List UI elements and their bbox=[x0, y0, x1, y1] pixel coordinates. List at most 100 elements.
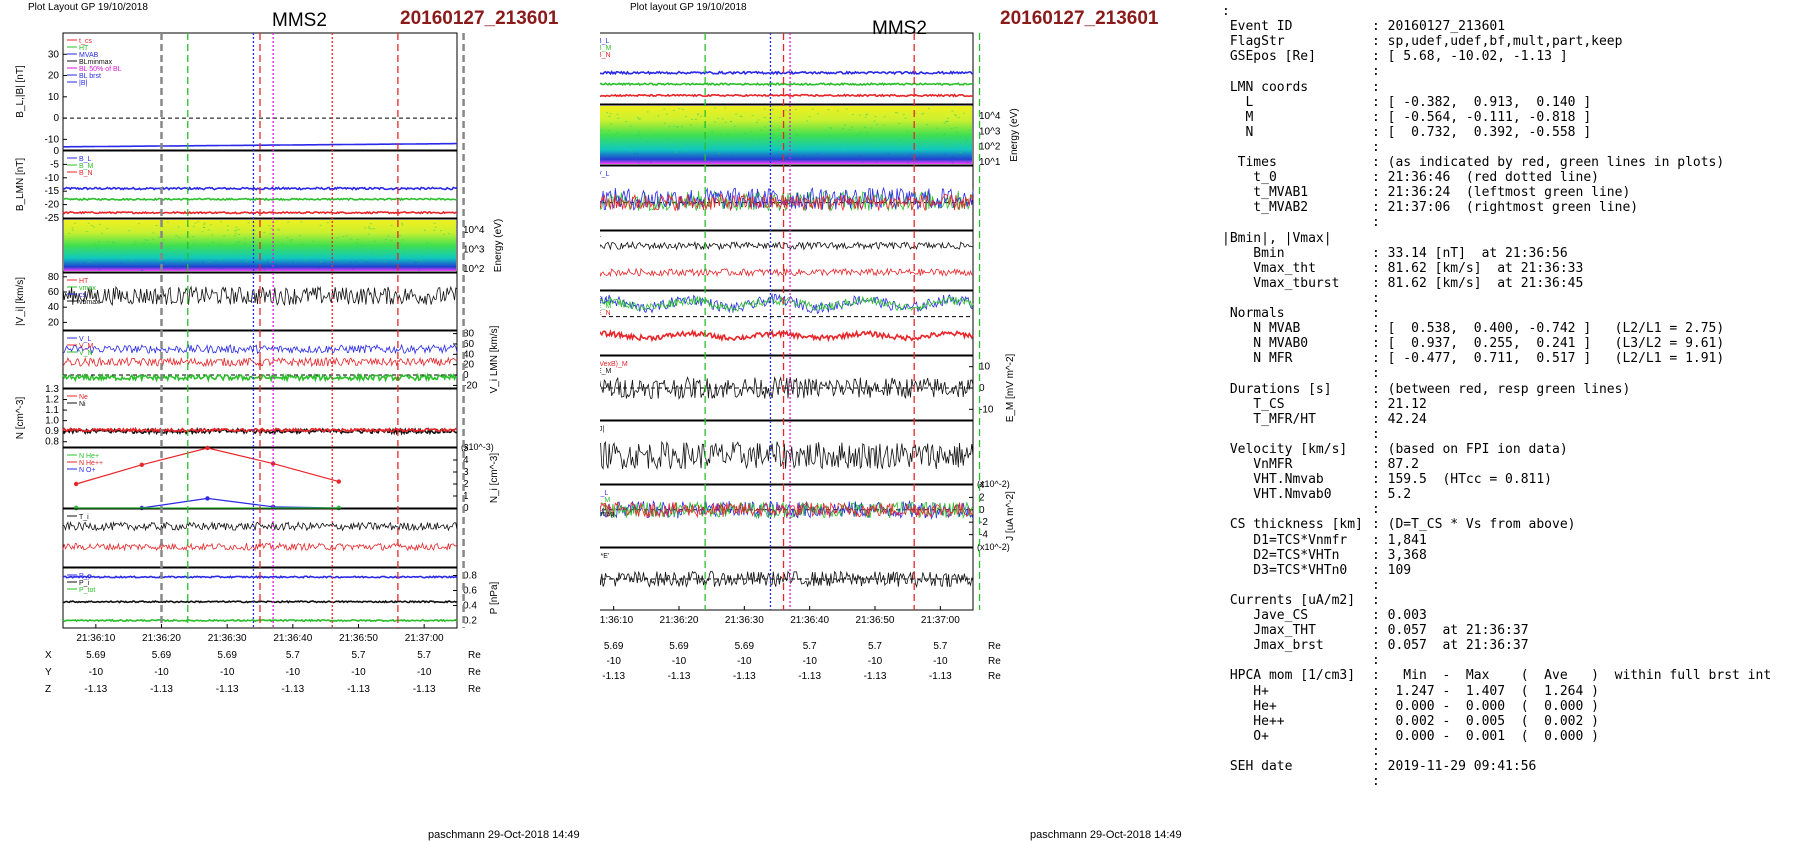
info-value: : bbox=[1372, 426, 1380, 442]
spectrogram-speck bbox=[948, 144, 951, 146]
spectrogram-speck bbox=[957, 117, 960, 119]
ytick-label: 20 bbox=[48, 317, 60, 328]
spectrogram-speck bbox=[801, 147, 804, 149]
spectrogram-speck bbox=[290, 239, 293, 241]
info-key: CS thickness [km] bbox=[1222, 517, 1363, 533]
ytick-right-label: -10 bbox=[979, 404, 994, 415]
legend-entry: J_N bbox=[600, 504, 609, 511]
spectrogram-speck bbox=[245, 260, 248, 262]
spectrogram-speck bbox=[237, 233, 240, 235]
info-key: Jmax_THT bbox=[1222, 623, 1316, 639]
spectrogram-speck bbox=[842, 128, 845, 130]
panel-5: -1.5-1.0-0.50.00.51.0E_LMN [mV m^-1]E_LE… bbox=[600, 290, 974, 356]
spectrogram-speck bbox=[133, 243, 136, 245]
spectrogram-speck bbox=[657, 115, 660, 117]
xtick-label: 21:36:10 bbox=[600, 615, 634, 626]
legend-entry: B_L bbox=[79, 156, 92, 163]
spectrogram-speck bbox=[878, 145, 881, 147]
spectrogram-speck bbox=[934, 155, 937, 157]
spectrogram-speck bbox=[946, 121, 949, 123]
spectrogram-speck bbox=[711, 130, 714, 132]
spectrogram-speck bbox=[636, 153, 639, 155]
info-value: : bbox=[1372, 79, 1380, 95]
info-value: : bbox=[1372, 653, 1380, 669]
spectrogram-speck bbox=[637, 133, 640, 135]
spectrogram-speck bbox=[79, 255, 82, 257]
legend-entry: cs bbox=[79, 292, 87, 299]
ytick-label: 1.2 bbox=[45, 395, 59, 406]
spectrogram-speck bbox=[167, 245, 170, 247]
panel-1: -10 0 10 20 30 B_L,|B| [nT] t_csHTMVABBLminmax… bbox=[15, 32, 458, 151]
spectrogram-speck bbox=[402, 266, 405, 268]
xtick-label: 21:36:40 bbox=[790, 615, 829, 626]
spectrogram-speck bbox=[401, 224, 404, 226]
spectrogram-speck bbox=[439, 267, 442, 269]
ytick-label: 0.8 bbox=[45, 437, 59, 448]
orbit-value: -10 bbox=[220, 667, 235, 678]
spectrogram-speck bbox=[158, 259, 161, 261]
spectrogram-speck bbox=[112, 241, 115, 243]
info-key: D3=TCS*VHTn0 bbox=[1222, 562, 1348, 578]
spectrogram-speck bbox=[944, 121, 947, 123]
spectrogram-speck bbox=[967, 150, 970, 152]
spectrogram-speck bbox=[883, 124, 886, 126]
panel-4: T bbox=[600, 230, 974, 291]
spectrogram-speck bbox=[364, 251, 367, 253]
spectrogram-speck bbox=[274, 264, 277, 266]
spectrogram-speck bbox=[955, 115, 958, 117]
spectrogram-speck bbox=[948, 145, 951, 147]
spectrogram-speck bbox=[304, 255, 307, 257]
spectrogram-speck bbox=[106, 228, 109, 230]
spectrogram-speck bbox=[398, 253, 401, 255]
spectrogram-speck bbox=[177, 265, 180, 267]
info-key: GSEpos [Re] bbox=[1222, 49, 1316, 65]
spectrogram-speck bbox=[718, 152, 721, 154]
spectrogram-speck bbox=[281, 265, 284, 267]
orbit-value: 5.69 bbox=[217, 650, 237, 661]
legend-entry: V_N bbox=[79, 350, 93, 357]
spectrogram-speck bbox=[633, 153, 636, 155]
spectrogram-speck bbox=[172, 268, 175, 270]
spectrogram-speck bbox=[162, 239, 165, 241]
xtick-label: 21:36:20 bbox=[142, 633, 181, 644]
spectrogram-speck bbox=[902, 143, 905, 145]
spectrogram-speck bbox=[751, 115, 754, 117]
spectrogram-speck bbox=[922, 141, 925, 143]
spectrogram-speck bbox=[628, 150, 631, 152]
spectrogram-speck bbox=[610, 123, 613, 125]
spectrogram-speck bbox=[911, 145, 914, 147]
info-key: Times bbox=[1222, 155, 1277, 170]
series-point bbox=[205, 445, 210, 451]
spectrogram-speck bbox=[270, 228, 273, 230]
legend-entry: N He+ bbox=[79, 453, 99, 460]
spectrogram-speck bbox=[235, 253, 238, 255]
spectrogram-speck bbox=[721, 118, 724, 120]
spectrogram-speck bbox=[962, 112, 965, 114]
orbit-value: -10 bbox=[606, 656, 621, 667]
info-value: : bbox=[1372, 64, 1380, 80]
spectrogram-speck bbox=[960, 151, 963, 153]
spectrogram-speck bbox=[447, 233, 450, 235]
ytick-label: 60 bbox=[48, 287, 60, 298]
info-value: : 0.000 - 0.001 ( 0.000 ) bbox=[1372, 728, 1599, 744]
spectrogram-speck bbox=[276, 228, 279, 230]
legend-entry: MVAB bbox=[79, 52, 99, 59]
spectrogram-speck bbox=[917, 143, 920, 145]
spectrogram-speck bbox=[398, 243, 401, 245]
spectrogram-speck bbox=[907, 155, 910, 157]
spectrogram-speck bbox=[201, 231, 204, 233]
spectrogram-speck bbox=[816, 113, 819, 115]
spectrogram-speck bbox=[218, 259, 221, 261]
spectrogram-speck bbox=[130, 260, 133, 262]
spectrogram-speck bbox=[356, 247, 359, 249]
spectrogram-speck bbox=[66, 246, 69, 248]
orbit-value: -10 bbox=[89, 667, 104, 678]
spectrogram-speck bbox=[900, 140, 903, 142]
spectrogram-speck bbox=[237, 228, 240, 230]
spectrogram-speck bbox=[909, 153, 912, 155]
orbit-value: -1.13 bbox=[216, 684, 239, 695]
spectrogram-speck bbox=[176, 253, 179, 255]
spectrogram-speck bbox=[453, 268, 456, 270]
ytick-right-label: 3 bbox=[463, 467, 469, 478]
legend-entry: (VexB)_M bbox=[600, 361, 628, 368]
